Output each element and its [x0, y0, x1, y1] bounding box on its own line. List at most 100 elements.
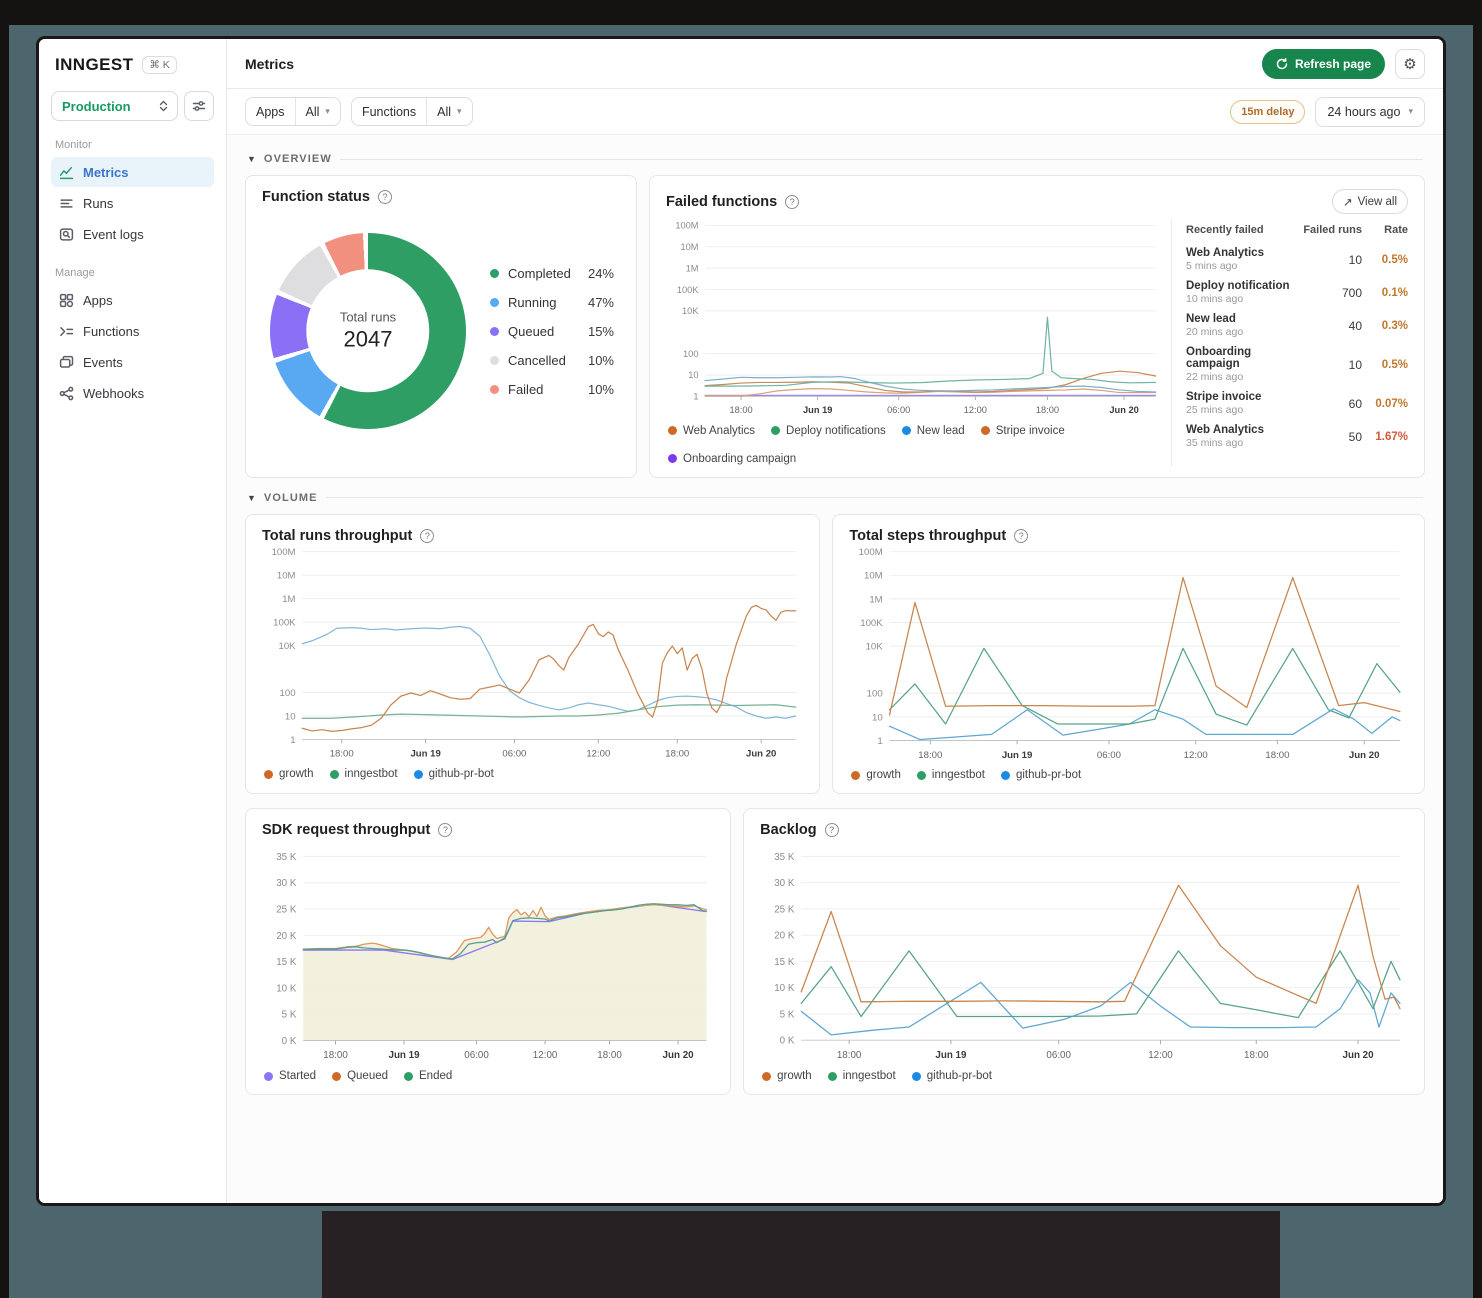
- sidebar-item-runs[interactable]: Runs: [51, 188, 214, 218]
- total-steps-svg: 100M 10M 1M 100K 10K 100 10 1 18:00 Jun 19 06:00 12…: [859, 547, 1401, 760]
- legend-dot: [771, 426, 781, 436]
- svg-text:10K: 10K: [278, 641, 296, 652]
- legend-dot: [490, 384, 499, 394]
- failed-functions-card: Failed functions ? ↗ View all 100M 10M 1M 1…: [649, 175, 1425, 478]
- dashboard-content: ▼ OVERVIEW Function status ?: [227, 135, 1443, 1203]
- sidebar-item-functions[interactable]: Functions: [51, 316, 214, 346]
- failed-functions-chart-legend: Web Analytics Deploy notifications New lea…: [668, 425, 1161, 465]
- help-icon[interactable]: ?: [377, 190, 392, 204]
- svg-text:10: 10: [872, 712, 883, 723]
- help-icon[interactable]: ?: [420, 528, 435, 543]
- sidebar-item-apps[interactable]: Apps: [51, 285, 214, 315]
- time-range-select[interactable]: 24 hours ago ▾: [1315, 96, 1425, 127]
- svg-text:1: 1: [290, 734, 295, 745]
- svg-text:100K: 100K: [677, 285, 699, 295]
- svg-text:06:00: 06:00: [502, 748, 526, 759]
- events-icon: [59, 355, 74, 370]
- sidebar-item-events[interactable]: Events: [51, 347, 214, 377]
- settings-gear-button[interactable]: ⚙: [1395, 48, 1425, 79]
- arrow-up-right-icon: ↗: [1342, 196, 1353, 209]
- svg-text:100K: 100K: [861, 618, 884, 629]
- donut-center-label: Total runs: [339, 309, 397, 325]
- page-header: Metrics Refresh page ⚙: [227, 39, 1443, 89]
- legend-dot: [762, 1071, 772, 1081]
- sidebar-item-webhooks[interactable]: Webhooks: [51, 378, 214, 408]
- failed-functions-chart: 100M 10M 1M 100K 10K 100 10 1 18:00 Jun 19 06:00 12…: [666, 218, 1163, 419]
- svg-text:18:00: 18:00: [1244, 1050, 1269, 1061]
- help-icon[interactable]: ?: [824, 823, 839, 838]
- legend-dot: [668, 426, 677, 436]
- svg-text:100K: 100K: [273, 617, 296, 628]
- sidebar-item-label: Runs: [83, 195, 114, 211]
- environment-select[interactable]: Production: [51, 91, 178, 121]
- table-header: Recently failed Failed runs Rate: [1186, 224, 1408, 236]
- command-k-shortcut[interactable]: ⌘ K: [142, 56, 177, 74]
- taskbar-shadow: [322, 1211, 1280, 1298]
- volume-section-header[interactable]: ▼ VOLUME: [247, 492, 1423, 504]
- legend-item: Deploy notifications: [771, 425, 886, 437]
- table-row[interactable]: Web Analytics 5 mins ago 10 0.5%: [1186, 247, 1408, 272]
- environment-filter-button[interactable]: [184, 91, 214, 121]
- svg-text:18:00: 18:00: [837, 1050, 862, 1061]
- apps-icon: [59, 293, 74, 308]
- overview-section-header[interactable]: ▼ OVERVIEW: [247, 153, 1423, 165]
- legend-dot: [404, 1071, 414, 1081]
- svg-text:100M: 100M: [272, 547, 296, 558]
- sidebar-item-event-logs[interactable]: Event logs: [51, 219, 214, 249]
- svg-text:30 K: 30 K: [774, 878, 795, 889]
- svg-text:Jun 19: Jun 19: [410, 748, 440, 759]
- legend-dot: [490, 326, 499, 336]
- svg-text:18:00: 18:00: [330, 748, 354, 759]
- svg-text:12:00: 12:00: [533, 1050, 558, 1061]
- app-window: INNGEST ⌘ K Production Monitor Metrics Run…: [36, 36, 1446, 1206]
- event-logs-icon: [59, 227, 74, 242]
- legend-item: Web Analytics: [668, 425, 755, 437]
- svg-text:0 K: 0 K: [780, 1036, 795, 1047]
- function-status-card: Function status ? Total runs 2047: [245, 175, 637, 478]
- functions-filter[interactable]: Functions All ▾: [350, 97, 473, 126]
- svg-text:06:00: 06:00: [1047, 1050, 1072, 1061]
- legend-dot: [332, 1071, 342, 1081]
- legend-dot: [980, 426, 990, 436]
- help-icon[interactable]: ?: [438, 823, 453, 838]
- inngest-logo: INNGEST: [55, 55, 134, 74]
- svg-text:5 K: 5 K: [282, 1010, 297, 1021]
- svg-text:Jun 20: Jun 20: [1109, 405, 1138, 415]
- legend-dot: [490, 268, 499, 278]
- svg-text:12:00: 12:00: [1184, 749, 1208, 760]
- backlog-chart-legend: growth inngestbot github-pr-bot: [762, 1070, 1406, 1082]
- legend-item: Onboarding campaign: [668, 453, 796, 465]
- card-title: SDK request throughput: [262, 822, 431, 839]
- legend-item: github-pr-bot: [911, 1070, 992, 1082]
- total-steps-chart-legend: growth inngestbot github-pr-bot: [851, 769, 1406, 781]
- svg-text:15 K: 15 K: [774, 957, 795, 968]
- view-all-button[interactable]: ↗ View all: [1331, 189, 1408, 214]
- refresh-page-button[interactable]: Refresh page: [1261, 48, 1385, 79]
- sidebar-item-label: Events: [83, 354, 123, 370]
- help-icon[interactable]: ?: [785, 194, 800, 209]
- backlog-chart: 35 K 30 K 25 K 20 K 15 K 10 K 5 K 0 K 18:00 Jun 1…: [760, 838, 1408, 1064]
- table-row[interactable]: Web Analytics 35 mins ago 50 1.67%: [1186, 424, 1408, 449]
- main-area: Metrics Refresh page ⚙ Apps All ▾ Functio…: [227, 39, 1443, 1203]
- svg-text:18:00: 18:00: [919, 749, 943, 760]
- status-legend-item: Cancelled 10%: [490, 346, 614, 375]
- failed-functions-svg: 100M 10M 1M 100K 10K 100 10 1 18:00 Jun 19 06:00 12…: [675, 221, 1157, 415]
- help-icon[interactable]: ?: [1014, 528, 1029, 543]
- apps-filter[interactable]: Apps All ▾: [245, 97, 341, 126]
- sidebar-item-label: Metrics: [83, 164, 129, 180]
- table-row[interactable]: Deploy notification 10 mins ago 700 0.1%: [1186, 280, 1408, 305]
- svg-text:10K: 10K: [866, 641, 884, 652]
- sdk-request-throughput-card: SDK request throughput ? 35 K 30 K 25 K 20 …: [245, 808, 732, 1096]
- svg-text:06:00: 06:00: [1097, 749, 1121, 760]
- legend-item: growth: [762, 1070, 812, 1082]
- sidebar-nav: Monitor Metrics Runs Event logs Manage Apps Fu…: [51, 139, 214, 408]
- sidebar-item-label: Event logs: [83, 226, 144, 242]
- table-row[interactable]: Stripe invoice 25 mins ago 60 0.07%: [1186, 391, 1408, 416]
- sidebar-section-label: Monitor: [55, 139, 92, 151]
- webhooks-icon: [59, 386, 74, 401]
- legend-item: Stripe invoice: [980, 425, 1065, 437]
- refresh-icon: [1276, 57, 1288, 69]
- table-row[interactable]: New lead 20 mins ago 40 0.3%: [1186, 313, 1408, 338]
- table-row[interactable]: Onboarding campaign 22 mins ago 10 0.5%: [1186, 346, 1408, 383]
- sidebar-item-metrics[interactable]: Metrics: [51, 157, 214, 187]
